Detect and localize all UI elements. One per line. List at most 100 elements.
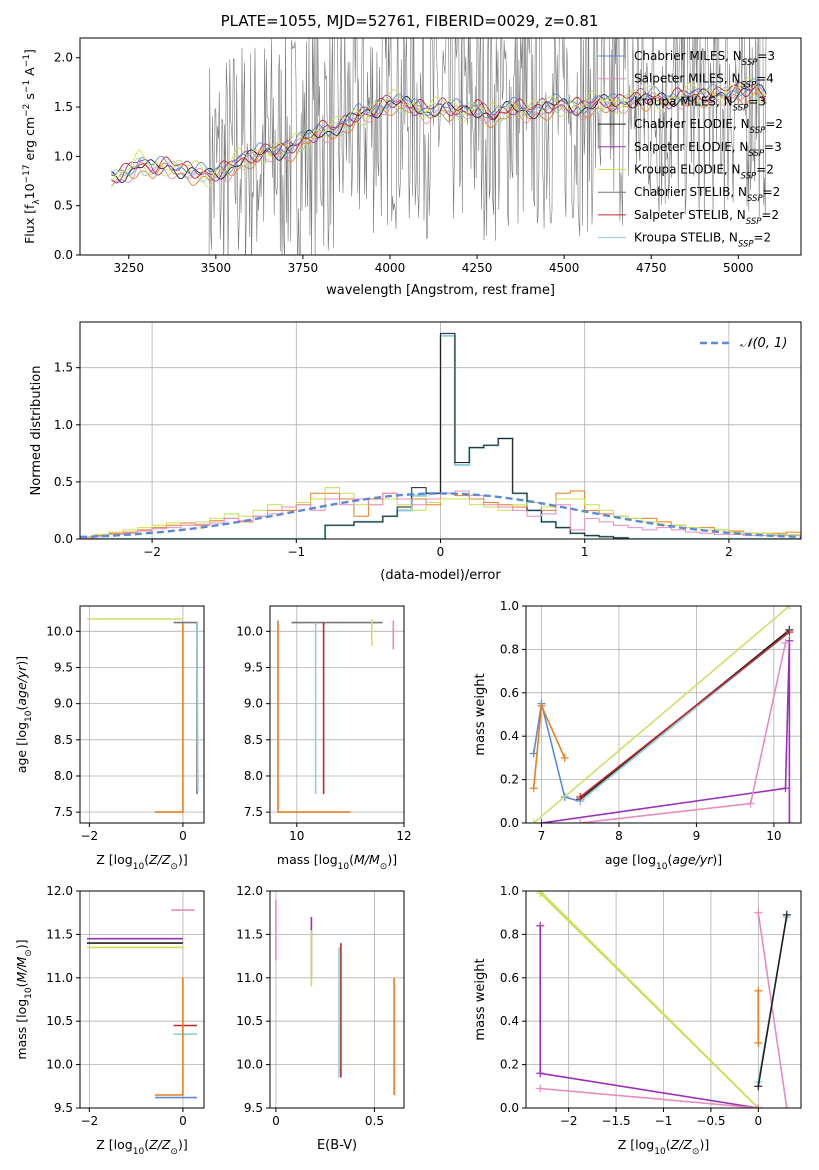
label-part: 10 bbox=[133, 862, 145, 872]
x-tick-label: 7 bbox=[538, 829, 546, 843]
x-axis-label: Z [log10(Z/Z⊙)] bbox=[96, 852, 187, 872]
legend-entry: 𝒩(0, 1) bbox=[740, 336, 787, 351]
x-tick-label: 3750 bbox=[288, 261, 319, 275]
figure-title: PLATE=1055, MJD=52761, FIBERID=0029, z=0… bbox=[220, 12, 599, 30]
label-part: −1 bbox=[22, 54, 32, 67]
label-part: ⊙ bbox=[170, 1147, 178, 1157]
legend-sub: SSP bbox=[733, 103, 749, 113]
legend-entry: Salpeter MILES, NSSP=4 bbox=[634, 72, 774, 91]
y-tick-label: 12.0 bbox=[236, 884, 263, 898]
legend-sub: SSP bbox=[748, 149, 764, 159]
y-tick-label: 7.5 bbox=[244, 805, 263, 819]
x-axis-label: age [log10(age/yr)] bbox=[605, 852, 722, 872]
x-tick-label: 10 bbox=[766, 829, 781, 843]
axes-frame bbox=[79, 605, 205, 824]
legend-label: Kroupa ELODIE, N bbox=[634, 163, 741, 177]
label-part: mass [log bbox=[14, 999, 29, 1060]
label-part: erg cm bbox=[22, 117, 37, 165]
normal-curve bbox=[80, 492, 801, 539]
legend-sub: SSP bbox=[747, 194, 763, 204]
y-tick-label: 1.5 bbox=[54, 361, 73, 375]
label-part: )] bbox=[14, 656, 29, 666]
x-tick-label: 10 bbox=[289, 829, 304, 843]
series-line bbox=[154, 977, 184, 1096]
x-tick-label: 8 bbox=[615, 829, 623, 843]
label-part: M/M bbox=[354, 852, 380, 867]
label-part: )] bbox=[699, 1137, 709, 1152]
legend-tail: =2 bbox=[765, 117, 783, 131]
label-part: ( bbox=[666, 1137, 671, 1152]
label-part: −17 bbox=[22, 164, 32, 183]
y-tick-label: 0.0 bbox=[500, 816, 519, 830]
series-line bbox=[579, 631, 790, 798]
legend-label: Kroupa MILES, N bbox=[634, 94, 733, 108]
label-part: M/M bbox=[14, 956, 29, 982]
y-tick-label: 0.2 bbox=[500, 773, 519, 787]
plot-area bbox=[526, 891, 801, 1108]
series-line bbox=[541, 640, 791, 823]
y-tick-label: 2.0 bbox=[54, 51, 73, 65]
series-line bbox=[757, 914, 788, 1087]
x-tick-label: 0 bbox=[755, 1114, 763, 1128]
x-tick-label: 12 bbox=[396, 829, 411, 843]
label-part: ⊙ bbox=[692, 1147, 700, 1157]
x-axis-label: mass [log10(M/M⊙)] bbox=[277, 852, 397, 872]
label-part: ( bbox=[667, 852, 672, 867]
plot-area bbox=[270, 606, 404, 823]
x-axis-label: wavelength [Angstrom, rest frame] bbox=[326, 283, 555, 298]
legend-entry: Chabrier STELIB, NSSP=2 bbox=[634, 185, 780, 204]
y-tick-label: 9.5 bbox=[54, 1101, 73, 1115]
legend-tail: =2 bbox=[761, 208, 779, 222]
series-line bbox=[173, 621, 198, 795]
y-axis-label: mass [log10(M/M⊙)] bbox=[14, 939, 34, 1059]
legend-label: Salpeter MILES, N bbox=[634, 72, 741, 86]
legend-entry: Kroupa STELIB, NSSP=2 bbox=[634, 231, 771, 250]
series-line bbox=[532, 703, 581, 803]
y-tick-label: 0.2 bbox=[500, 1058, 519, 1072]
plot-area bbox=[526, 606, 801, 823]
y-tick-label: 10.0 bbox=[236, 1058, 263, 1072]
label-part: Z/Z bbox=[148, 1137, 171, 1152]
y-tick-label: 8.0 bbox=[244, 769, 263, 783]
label-part: 10 bbox=[133, 1147, 145, 1157]
label-part: )] bbox=[712, 852, 722, 867]
legend-entry: Kroupa ELODIE, NSSP=2 bbox=[634, 163, 774, 182]
x-tick-label: 4000 bbox=[375, 261, 406, 275]
x-tick-label: 4250 bbox=[462, 261, 493, 275]
histogram-series bbox=[80, 334, 801, 539]
series-line bbox=[196, 622, 199, 791]
series-line bbox=[539, 892, 759, 1108]
legend-sub: SSP bbox=[750, 126, 766, 136]
legend-sub: SSP bbox=[746, 217, 762, 227]
y-tick-label: 9.5 bbox=[54, 660, 73, 674]
y-tick-label: 10.5 bbox=[46, 1014, 73, 1028]
series-line bbox=[533, 606, 790, 823]
label-part: Z [log bbox=[618, 1137, 654, 1152]
y-tick-label: 0.5 bbox=[54, 199, 73, 213]
label-part: 10 bbox=[654, 1147, 666, 1157]
y-tick-label: 0.0 bbox=[54, 248, 73, 262]
axes-age_vs_Z: −2 07.58.08.59.09.510.0Z [log10(Z/Z⊙)]age… bbox=[14, 605, 205, 872]
legend-entry: Salpeter ELODIE, NSSP=3 bbox=[634, 140, 782, 159]
x-tick-label: −2 bbox=[81, 829, 99, 843]
label-part: 10 bbox=[24, 987, 34, 999]
y-tick-label: 10.5 bbox=[236, 1014, 263, 1028]
x-tick-label: 0 bbox=[179, 1114, 187, 1128]
label-part: A bbox=[22, 67, 37, 80]
label-part: mass [log bbox=[277, 852, 338, 867]
label-part: −2 bbox=[22, 104, 32, 117]
x-tick-label: 4500 bbox=[549, 261, 580, 275]
plot-area bbox=[80, 606, 204, 823]
plot-area bbox=[110, 38, 767, 255]
legend-label: Salpeter ELODIE, N bbox=[634, 140, 748, 154]
series-line bbox=[154, 622, 184, 813]
legend-tail: =3 bbox=[764, 140, 782, 154]
label-part: Z [log bbox=[96, 1137, 132, 1152]
x-tick-label: 0 bbox=[437, 545, 445, 559]
x-axis-label: E(B-V) bbox=[317, 1138, 357, 1153]
label-part: )] bbox=[178, 1137, 188, 1152]
y-tick-label: 1.0 bbox=[500, 884, 519, 898]
y-axis-label: Normed distribution bbox=[29, 366, 44, 496]
model-spectrum-line bbox=[110, 86, 767, 183]
